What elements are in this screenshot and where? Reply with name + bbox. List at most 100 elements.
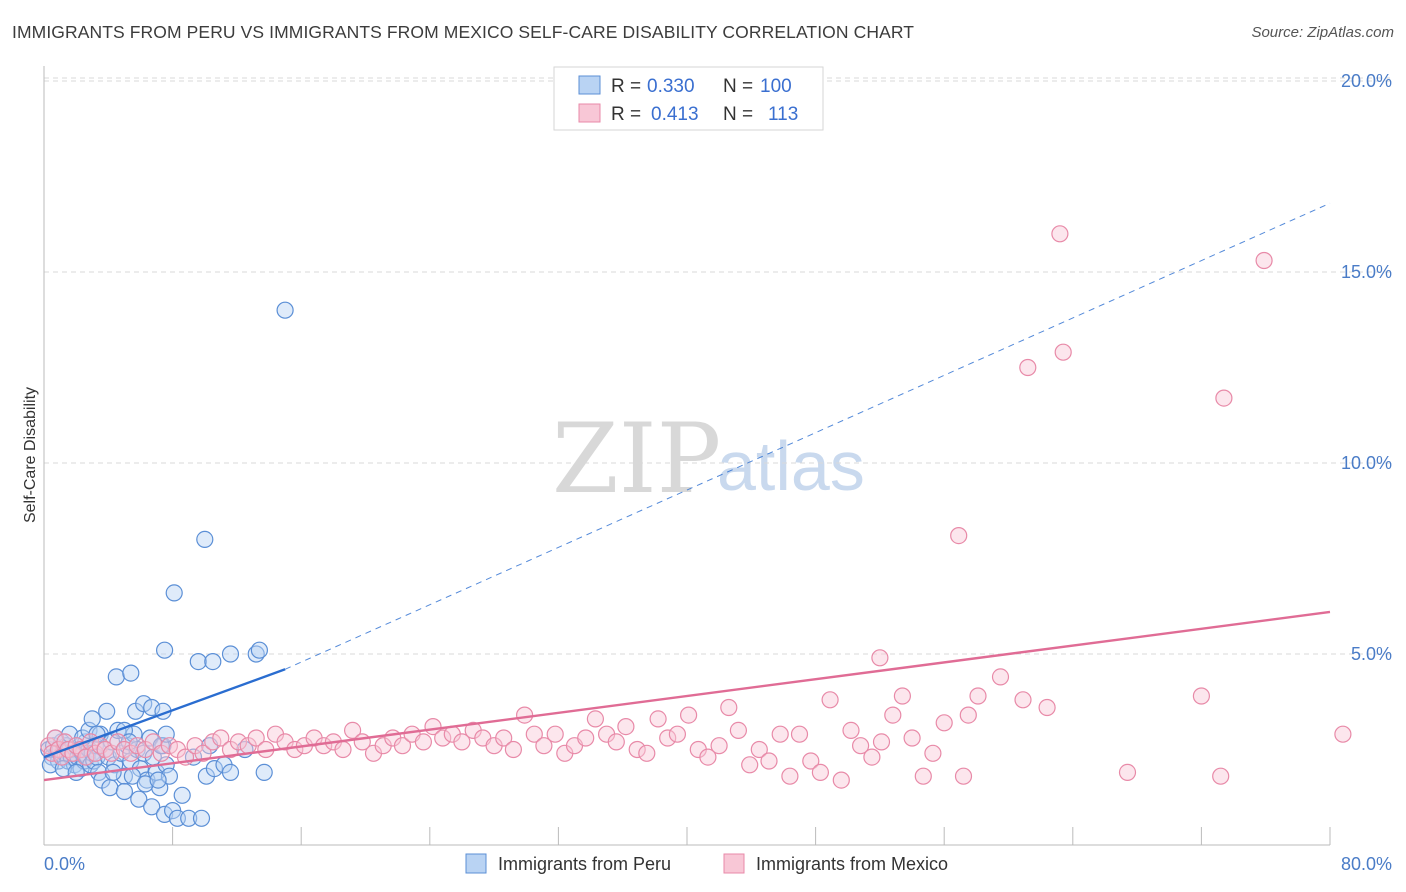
- mexico-point: [914, 767, 932, 785]
- x-tick-label-max: 80.0%: [1341, 854, 1392, 874]
- mexico-point: [771, 725, 789, 743]
- bottom-legend-mexico: Immigrants from Mexico: [756, 854, 948, 874]
- mexico-point: [607, 733, 625, 751]
- mexico-point: [811, 763, 830, 782]
- mexico-point: [515, 706, 534, 724]
- mexico-point: [903, 729, 921, 747]
- watermark: ZIP atlas: [552, 403, 865, 515]
- mexico-point: [535, 737, 553, 755]
- peru-point: [143, 798, 161, 816]
- peru-point: [107, 668, 125, 686]
- mexico-point: [1054, 343, 1072, 361]
- mexico-point: [668, 725, 687, 743]
- mexico-point: [851, 737, 870, 755]
- legend-swatch-peru: [578, 75, 601, 95]
- peru-point: [276, 301, 294, 319]
- mexico-point: [1019, 358, 1037, 377]
- mexico-point: [781, 767, 799, 785]
- chart-title: IMMIGRANTS FROM PERU VS IMMIGRANTS FROM …: [12, 22, 915, 42]
- peru-point: [221, 645, 240, 663]
- peru-point: [136, 775, 154, 793]
- peru-point: [205, 759, 223, 778]
- watermark-atlas: atlas: [717, 427, 865, 505]
- legend-r-value-peru: 0.330: [647, 76, 695, 97]
- peru-point: [115, 782, 134, 801]
- peru-point: [156, 641, 174, 659]
- mexico-point: [893, 687, 912, 705]
- mexico-point: [872, 733, 891, 751]
- mexico-point: [935, 714, 953, 732]
- axes: [43, 66, 1331, 846]
- mexico-point: [1014, 691, 1032, 709]
- mexico-point: [453, 733, 471, 751]
- mexico-point: [659, 729, 677, 747]
- mexico-point: [649, 710, 667, 728]
- legend-r-label-mexico: R =: [611, 104, 641, 125]
- mexico-point: [1334, 725, 1352, 743]
- peru-point: [67, 763, 85, 782]
- legend-r-label-peru: R =: [611, 76, 641, 97]
- peru-point: [143, 698, 161, 717]
- y-tick-label: 10.0%: [1341, 453, 1392, 473]
- mexico-point: [414, 733, 432, 751]
- source-label: Source: ZipAtlas.com: [1251, 24, 1394, 41]
- peru-point: [98, 702, 116, 720]
- mexico-point: [128, 737, 146, 755]
- mexico-point: [760, 752, 778, 770]
- watermark-zip: ZIP: [552, 403, 721, 515]
- mexico-point: [504, 740, 523, 759]
- y-tick-label: 5.0%: [1351, 644, 1392, 664]
- mexico-point: [720, 698, 738, 717]
- mexico-point: [1192, 687, 1211, 705]
- bottom-legend: Immigrants from Peru Immigrants from Mex…: [465, 853, 948, 874]
- mexico-point: [710, 737, 728, 755]
- mexico-point: [229, 733, 248, 751]
- mexico-point: [334, 740, 352, 759]
- mexico-point: [954, 767, 973, 785]
- mexico-point: [434, 729, 452, 747]
- mexico-point: [160, 737, 178, 755]
- peru-point: [130, 790, 148, 808]
- mexico-point: [802, 752, 820, 770]
- mexico-point: [247, 729, 265, 747]
- legend-n-label-mexico: N =: [723, 104, 753, 125]
- mexico-point: [991, 668, 1010, 686]
- mexico-point: [969, 687, 987, 705]
- mexico-point: [1255, 251, 1273, 270]
- mexico-point: [1038, 698, 1056, 717]
- trend-lines: [43, 202, 1331, 782]
- mexico-point: [821, 691, 839, 709]
- mexico-point: [617, 717, 635, 736]
- peru-point: [204, 652, 222, 671]
- mexico-point: [884, 706, 902, 724]
- mexico-point: [1051, 225, 1069, 243]
- gridlines: [44, 77, 1392, 655]
- peru-point: [196, 530, 214, 549]
- mexico-point: [863, 748, 881, 766]
- peru-point: [149, 771, 167, 789]
- peru-point: [101, 779, 119, 797]
- peru-point: [250, 641, 268, 659]
- peru-point: [83, 710, 101, 728]
- legend-n-label-peru: N =: [723, 76, 753, 97]
- mexico-point: [924, 744, 942, 762]
- mexico-point: [1212, 767, 1230, 785]
- mexico-point: [344, 721, 362, 740]
- mexico-point: [495, 729, 513, 747]
- mexico-point: [1215, 389, 1233, 407]
- x-tick-label-min: 0.0%: [44, 854, 85, 874]
- bottom-legend-swatch-peru: [465, 853, 487, 874]
- legend-n-value-mexico: 113: [768, 104, 798, 125]
- legend: R = 0.330 N = 100 R = 0.413 N = 113: [553, 66, 824, 131]
- mexico-point: [204, 733, 222, 751]
- y-tick-label: 15.0%: [1341, 262, 1392, 282]
- mexico-point: [679, 706, 698, 724]
- peru-point: [173, 786, 191, 804]
- mexico-point: [628, 740, 646, 759]
- mexico-point: [842, 721, 860, 740]
- peru-trend-extension: [284, 202, 1331, 670]
- mexico-point: [871, 649, 889, 667]
- mexico-point: [959, 706, 977, 724]
- y-tick-label: 20.0%: [1341, 71, 1392, 91]
- peru-point: [122, 664, 140, 682]
